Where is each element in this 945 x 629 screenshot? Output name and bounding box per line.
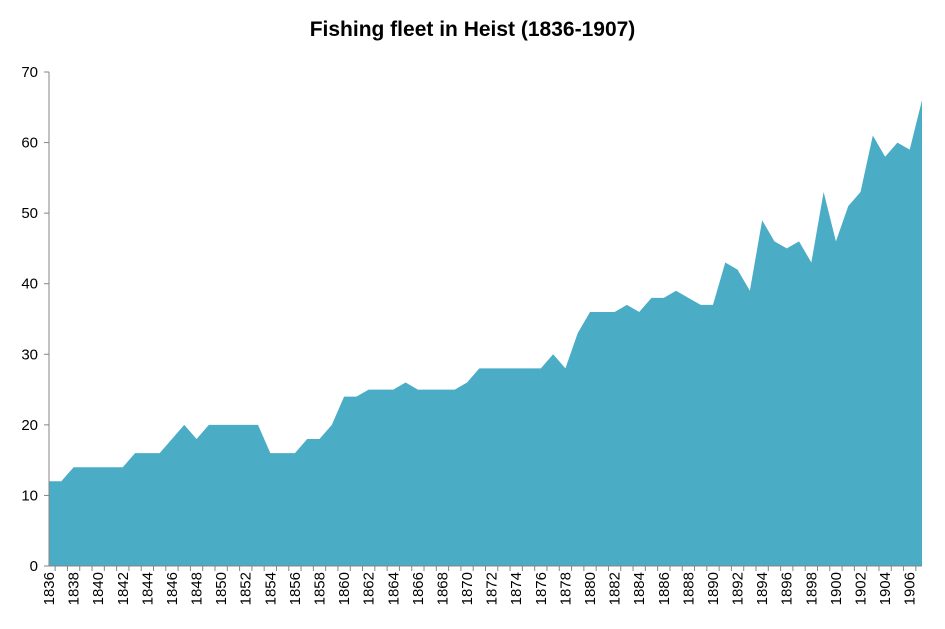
y-tick-label: 50: [21, 205, 38, 222]
x-tick-label: 1900: [828, 572, 845, 605]
x-tick-label: 1840: [90, 572, 107, 605]
x-tick-label: 1852: [238, 572, 255, 605]
x-tick-label: 1892: [730, 572, 747, 605]
x-tick-label: 1872: [484, 572, 501, 605]
y-tick-label: 40: [21, 276, 38, 293]
x-tick-label: 1856: [287, 572, 304, 605]
y-axis-ticks: 0 10 20 30 40 50 60 70: [21, 64, 49, 575]
x-tick-label: 1896: [779, 572, 796, 605]
x-tick-label: 1862: [361, 572, 378, 605]
x-tick-label: 1898: [803, 572, 820, 605]
x-tick-label: 1850: [213, 572, 230, 605]
x-tick-label: 1848: [189, 572, 206, 605]
y-tick-label: 20: [21, 417, 38, 434]
x-tick-label: 1864: [385, 572, 402, 605]
x-tick-label: 1894: [754, 572, 771, 605]
x-tick-label: 1890: [705, 572, 722, 605]
x-tick-label: 1842: [115, 572, 132, 605]
y-tick-label: 30: [21, 346, 38, 363]
x-tick-label: 1876: [533, 572, 550, 605]
x-tick-label: 1888: [680, 572, 697, 605]
x-tick-label: 1874: [508, 572, 525, 605]
y-tick-label: 0: [30, 558, 38, 575]
x-tick-label: 1868: [434, 572, 451, 605]
y-tick-label: 60: [21, 135, 38, 152]
y-tick-label: 10: [21, 487, 38, 504]
x-tick-label: 1866: [410, 572, 427, 605]
x-tick-label: 1878: [557, 572, 574, 605]
chart-title: Fishing fleet in Heist (1836-1907): [309, 18, 636, 41]
y-tick-label: 70: [21, 64, 38, 81]
x-tick-label: 1860: [336, 572, 353, 605]
x-tick-label: 1858: [312, 572, 329, 605]
x-tick-label: 1846: [164, 572, 181, 605]
x-tick-label: 1844: [139, 572, 156, 605]
x-tick-label: 1902: [853, 572, 870, 605]
x-tick-label: 1884: [631, 572, 648, 605]
x-tick-label: 1904: [877, 572, 894, 605]
x-tick-label: 1906: [902, 572, 919, 605]
area-series-0: [49, 100, 922, 566]
x-tick-label: 1886: [656, 572, 673, 605]
area-series-layer: [49, 100, 922, 566]
x-tick-label: 1870: [459, 572, 476, 605]
x-tick-label: 1838: [66, 572, 83, 605]
x-tick-label: 1854: [262, 572, 279, 605]
x-tick-label: 1882: [607, 572, 624, 605]
x-tick-label: 1836: [41, 572, 58, 605]
x-axis-ticks: 1836 1838 1840 1842 1844 1846 1848 1850 1852 1854…: [41, 566, 919, 605]
x-tick-label: 1880: [582, 572, 599, 605]
